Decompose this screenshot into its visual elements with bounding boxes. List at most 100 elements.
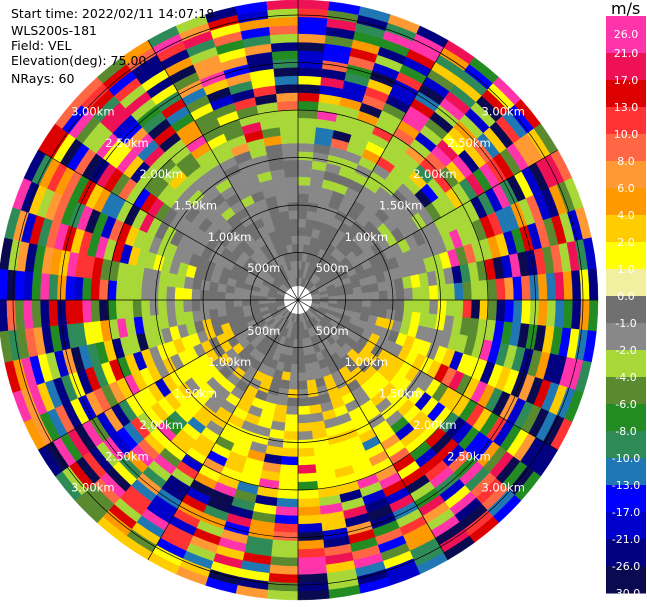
ppi-cell (297, 100, 320, 111)
ring-label: 500m (316, 261, 349, 275)
ppi-cell (336, 294, 346, 301)
ppi-cell (268, 573, 299, 584)
ppi-cell (0, 299, 9, 332)
ppi-cell (395, 299, 405, 312)
ppi-cell (275, 83, 299, 94)
ppi-cell (297, 134, 316, 145)
ppi-cell (297, 193, 310, 203)
ppi-cell (428, 299, 439, 315)
colorbar-segment (606, 215, 646, 243)
ppi-cell (280, 218, 291, 229)
ppi-cell (132, 282, 143, 301)
ppi-cell (462, 281, 473, 301)
ppi-cell (297, 83, 321, 94)
ring-label: 500m (247, 324, 280, 338)
ring-label: 1.00km (208, 355, 251, 369)
ring-label: 1.50km (174, 387, 217, 401)
ppi-cell (290, 226, 299, 237)
ppi-cell (73, 276, 84, 301)
colorbar-unit-label: m/s (611, 0, 641, 18)
ring-label: 1.00km (208, 230, 251, 244)
ppi-cell (545, 272, 557, 301)
ppi-cell (233, 299, 243, 307)
ppi-cell (280, 455, 299, 466)
ppi-cell (123, 281, 134, 301)
ppi-cell (288, 380, 299, 390)
colorbar-segment (606, 269, 646, 297)
nrays-label: NRays: 60 (11, 71, 75, 86)
colorbar-tick-label: 17.0 (614, 74, 639, 87)
ppi-cell (386, 289, 397, 301)
ppi-cell (453, 282, 464, 301)
ppi-cell (6, 269, 17, 301)
ppi-cell (276, 489, 299, 500)
ppi-cell (297, 405, 311, 416)
ppi-cell (512, 299, 523, 324)
ppi-cell (437, 299, 447, 316)
ppi-cell (290, 363, 299, 374)
ring-label: 500m (247, 261, 280, 275)
ppi-cell (271, 50, 299, 61)
ppi-cell (307, 387, 319, 398)
ppi-cell (279, 125, 299, 136)
ring-label: 3.00km (71, 104, 114, 118)
ppi-cell (297, 151, 314, 161)
ppi-cells (0, 0, 599, 601)
colorbar-segment (606, 53, 646, 81)
ppi-cell (297, 41, 326, 53)
ppi-cell (579, 269, 590, 301)
ppi-cell (279, 210, 290, 221)
colorbar-tick-label: -21.0 (612, 533, 640, 546)
ppi-cell (587, 268, 599, 301)
colorbar-segment (606, 566, 646, 594)
ppi-cell (297, 330, 303, 340)
ring-label: 1.00km (345, 355, 388, 369)
ppi-cell (277, 387, 289, 398)
ppi-cell (297, 67, 323, 78)
ppi-cell (165, 285, 176, 301)
ppi-cell (208, 308, 219, 319)
ppi-cell (208, 299, 218, 310)
ppi-cell (297, 125, 317, 136)
ppi-cell (287, 388, 299, 399)
ppi-cell (216, 307, 227, 318)
colorbar-tick-label: -26.0 (612, 560, 640, 573)
colorbar-tick-label: 8.0 (617, 155, 635, 168)
ppi-cell (403, 287, 414, 301)
ppi-cell (174, 299, 184, 314)
ppi-cell (288, 210, 299, 220)
ring-label: 2.50km (105, 136, 148, 150)
ring-label: 2.00km (139, 167, 182, 181)
ppi-cell (140, 299, 151, 317)
ppi-cell (545, 299, 557, 328)
ppi-cell (65, 299, 76, 325)
ppi-cell (270, 547, 299, 559)
colorbar-segment (606, 242, 646, 270)
ppi-cell (149, 299, 159, 316)
ppi-cell (90, 299, 101, 322)
ring-label: 1.00km (345, 230, 388, 244)
ppi-cell (98, 299, 109, 322)
ppi-cell (182, 287, 193, 301)
ring-label: 2.00km (139, 418, 182, 432)
ppi-cell (282, 439, 299, 449)
ppi-cell (250, 299, 260, 306)
colorbar-tick-label: 21.0 (614, 47, 639, 60)
ppi-cell (6, 299, 17, 331)
ppi-cell (98, 278, 109, 301)
ppi-cell (328, 295, 338, 301)
ppi-cell (470, 280, 481, 301)
ppi-cell (307, 202, 319, 213)
ppi-cell (132, 299, 143, 318)
ppi-cell (403, 299, 414, 313)
colorbar-segment (606, 377, 646, 405)
ppi-cell (369, 282, 380, 293)
ppi-cell (289, 372, 299, 382)
colorbar-segment (606, 107, 646, 135)
colorbar-segment (606, 404, 646, 432)
ppi-cell (297, 556, 327, 567)
ppi-cell (305, 371, 316, 382)
ppi-cell (269, 556, 299, 567)
ppi-cell (297, 497, 320, 508)
ppi-cell (297, 355, 305, 365)
